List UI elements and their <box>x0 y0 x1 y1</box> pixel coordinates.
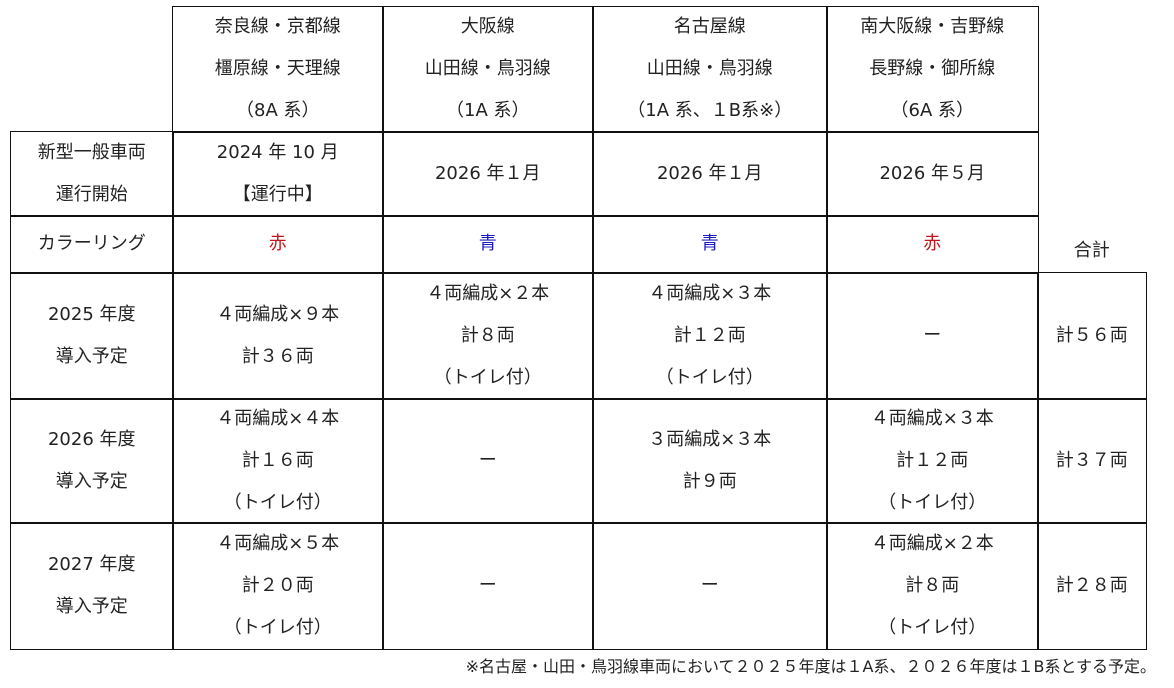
cell-text: （1A 系） <box>446 100 530 122</box>
cell-text: 赤 <box>923 233 942 255</box>
cell-text: カラーリング <box>37 233 146 255</box>
plan-cell: ４両編成×９本 計３６両 <box>172 272 384 400</box>
cell-text: 2024 年 10 月 <box>216 141 339 163</box>
cell-text: ー <box>700 574 719 596</box>
cell-text: ー <box>923 324 942 346</box>
cell-text: ４両編成×３本 <box>648 282 772 304</box>
color-cell: 赤 <box>172 215 384 274</box>
plan-cell: ４両編成×３本 計１２両 （トイレ付） <box>826 398 1039 524</box>
cell-text: 運行開始 <box>55 183 128 205</box>
row-label-year: 2025 年度 導入予定 <box>10 272 174 400</box>
cell-text: ４両編成×５本 <box>216 532 340 554</box>
plan-cell: ４両編成×２本 計８両 （トイレ付） <box>826 522 1039 650</box>
cell-text: （トイレ付） <box>223 491 332 513</box>
cell-text: 計８両 <box>460 324 515 346</box>
cell-text: （6A 系） <box>890 100 975 122</box>
total-cell: 計３７両 <box>1037 398 1147 524</box>
cell-text: 計１２両 <box>896 449 969 471</box>
color-cell: 青 <box>592 215 828 274</box>
cell-text: 青 <box>478 233 497 255</box>
cell-text: 青 <box>700 233 719 255</box>
cell-text: 南大阪線・吉野線 <box>860 16 1005 38</box>
cell-text: ４両編成×２本 <box>426 282 550 304</box>
cell-text: 新型一般車両 <box>37 141 146 163</box>
plan-cell: ー <box>826 272 1039 400</box>
cell-text: 2026 年１月 <box>656 162 763 184</box>
total-cell: 計５６両 <box>1037 272 1147 400</box>
cell-text: 赤 <box>268 233 287 255</box>
cell-text: （トイレ付） <box>433 366 542 388</box>
cell-text: 大阪線 <box>460 16 515 38</box>
cell-text: 山田線・鳥羽線 <box>646 58 773 80</box>
cell-text: 【運行中】 <box>232 183 323 205</box>
cell-text: 計２８両 <box>1055 574 1128 596</box>
cell-text: 2026 年１月 <box>434 162 541 184</box>
row-label-year: 2027 年度 導入予定 <box>10 522 174 650</box>
plan-cell: ４両編成×２本 計８両 （トイレ付） <box>382 272 594 400</box>
cell-text: 計３６両 <box>241 345 314 367</box>
cell-text: 計１２両 <box>673 324 746 346</box>
plan-cell: ー <box>382 398 594 524</box>
start-cell: 2026 年５月 <box>826 131 1039 217</box>
footnote: ※名古屋・山田・鳥羽線車両において２０２５年度は１A系、２０２６年度は１B系とす… <box>465 657 1156 676</box>
plan-cell: ー <box>382 522 594 650</box>
color-cell: 青 <box>382 215 594 274</box>
line-header: 南大阪線・吉野線 長野線・御所線 （6A 系） <box>826 6 1039 133</box>
cell-text: ３両編成×３本 <box>648 428 772 450</box>
cell-text: （トイレ付） <box>878 616 987 638</box>
plan-cell: ４両編成×３本 計１２両 （トイレ付） <box>592 272 828 400</box>
cell-text: 長野線・御所線 <box>869 58 996 80</box>
cell-text: 計２０両 <box>241 574 314 596</box>
start-cell: 2026 年１月 <box>382 131 594 217</box>
cell-text: 2027 年度 <box>47 553 136 575</box>
cell-text: ー <box>478 574 497 596</box>
color-cell: 赤 <box>826 215 1039 274</box>
plan-cell: ４両編成×５本 計２０両 （トイレ付） <box>172 522 384 650</box>
cell-text: ４両編成×３本 <box>870 407 994 429</box>
cell-text: ４両編成×２本 <box>870 532 994 554</box>
cell-text: 奈良線・京都線 <box>214 16 341 38</box>
total-cell: 計２８両 <box>1037 522 1147 650</box>
cell-text: 合計 <box>1073 239 1110 261</box>
start-cell: 2026 年１月 <box>592 131 828 217</box>
cell-text: （トイレ付） <box>655 366 764 388</box>
cell-text: （トイレ付） <box>878 491 987 513</box>
row-label-start: 新型一般車両 運行開始 <box>10 131 174 217</box>
cell-text: 導入予定 <box>55 470 128 492</box>
cell-text: 導入予定 <box>55 345 128 367</box>
cell-text: 山田線・鳥羽線 <box>424 58 551 80</box>
cell-text: 名古屋線 <box>673 16 746 38</box>
row-label-color: カラーリング <box>10 215 174 274</box>
cell-text: 2026 年５月 <box>879 162 986 184</box>
cell-text: 計９両 <box>682 470 737 492</box>
cell-text: 計５６両 <box>1055 324 1128 346</box>
cell-text: ４両編成×４本 <box>216 407 340 429</box>
cell-text: 計３７両 <box>1055 449 1128 471</box>
line-header: 奈良線・京都線 橿原線・天理線 （8A 系） <box>172 6 384 133</box>
cell-text: （1A 系、１B系※） <box>627 100 793 122</box>
cell-text: （8A 系） <box>236 100 320 122</box>
plan-cell: ３両編成×３本 計９両 <box>592 398 828 524</box>
line-header: 大阪線山田線・鳥羽線 （1A 系） <box>382 6 594 133</box>
cell-text: ー <box>478 449 497 471</box>
cell-text: 2025 年度 <box>47 303 136 325</box>
start-cell: 2024 年 10 月【運行中】 <box>172 131 384 217</box>
total-header: 合計 <box>1037 215 1147 274</box>
line-header: 名古屋線山田線・鳥羽線 （1A 系、１B系※） <box>592 6 828 133</box>
row-label-year: 2026 年度 導入予定 <box>10 398 174 524</box>
plan-cell: ４両編成×４本 計１６両 （トイレ付） <box>172 398 384 524</box>
cell-text: 導入予定 <box>55 595 128 617</box>
plan-cell: ー <box>592 522 828 650</box>
cell-text: 計８両 <box>905 574 960 596</box>
cell-text: （トイレ付） <box>223 616 332 638</box>
cell-text: 計１６両 <box>241 449 314 471</box>
cell-text: 橿原線・天理線 <box>214 58 341 80</box>
cell-text: 2026 年度 <box>47 428 136 450</box>
cell-text: ４両編成×９本 <box>216 303 340 325</box>
